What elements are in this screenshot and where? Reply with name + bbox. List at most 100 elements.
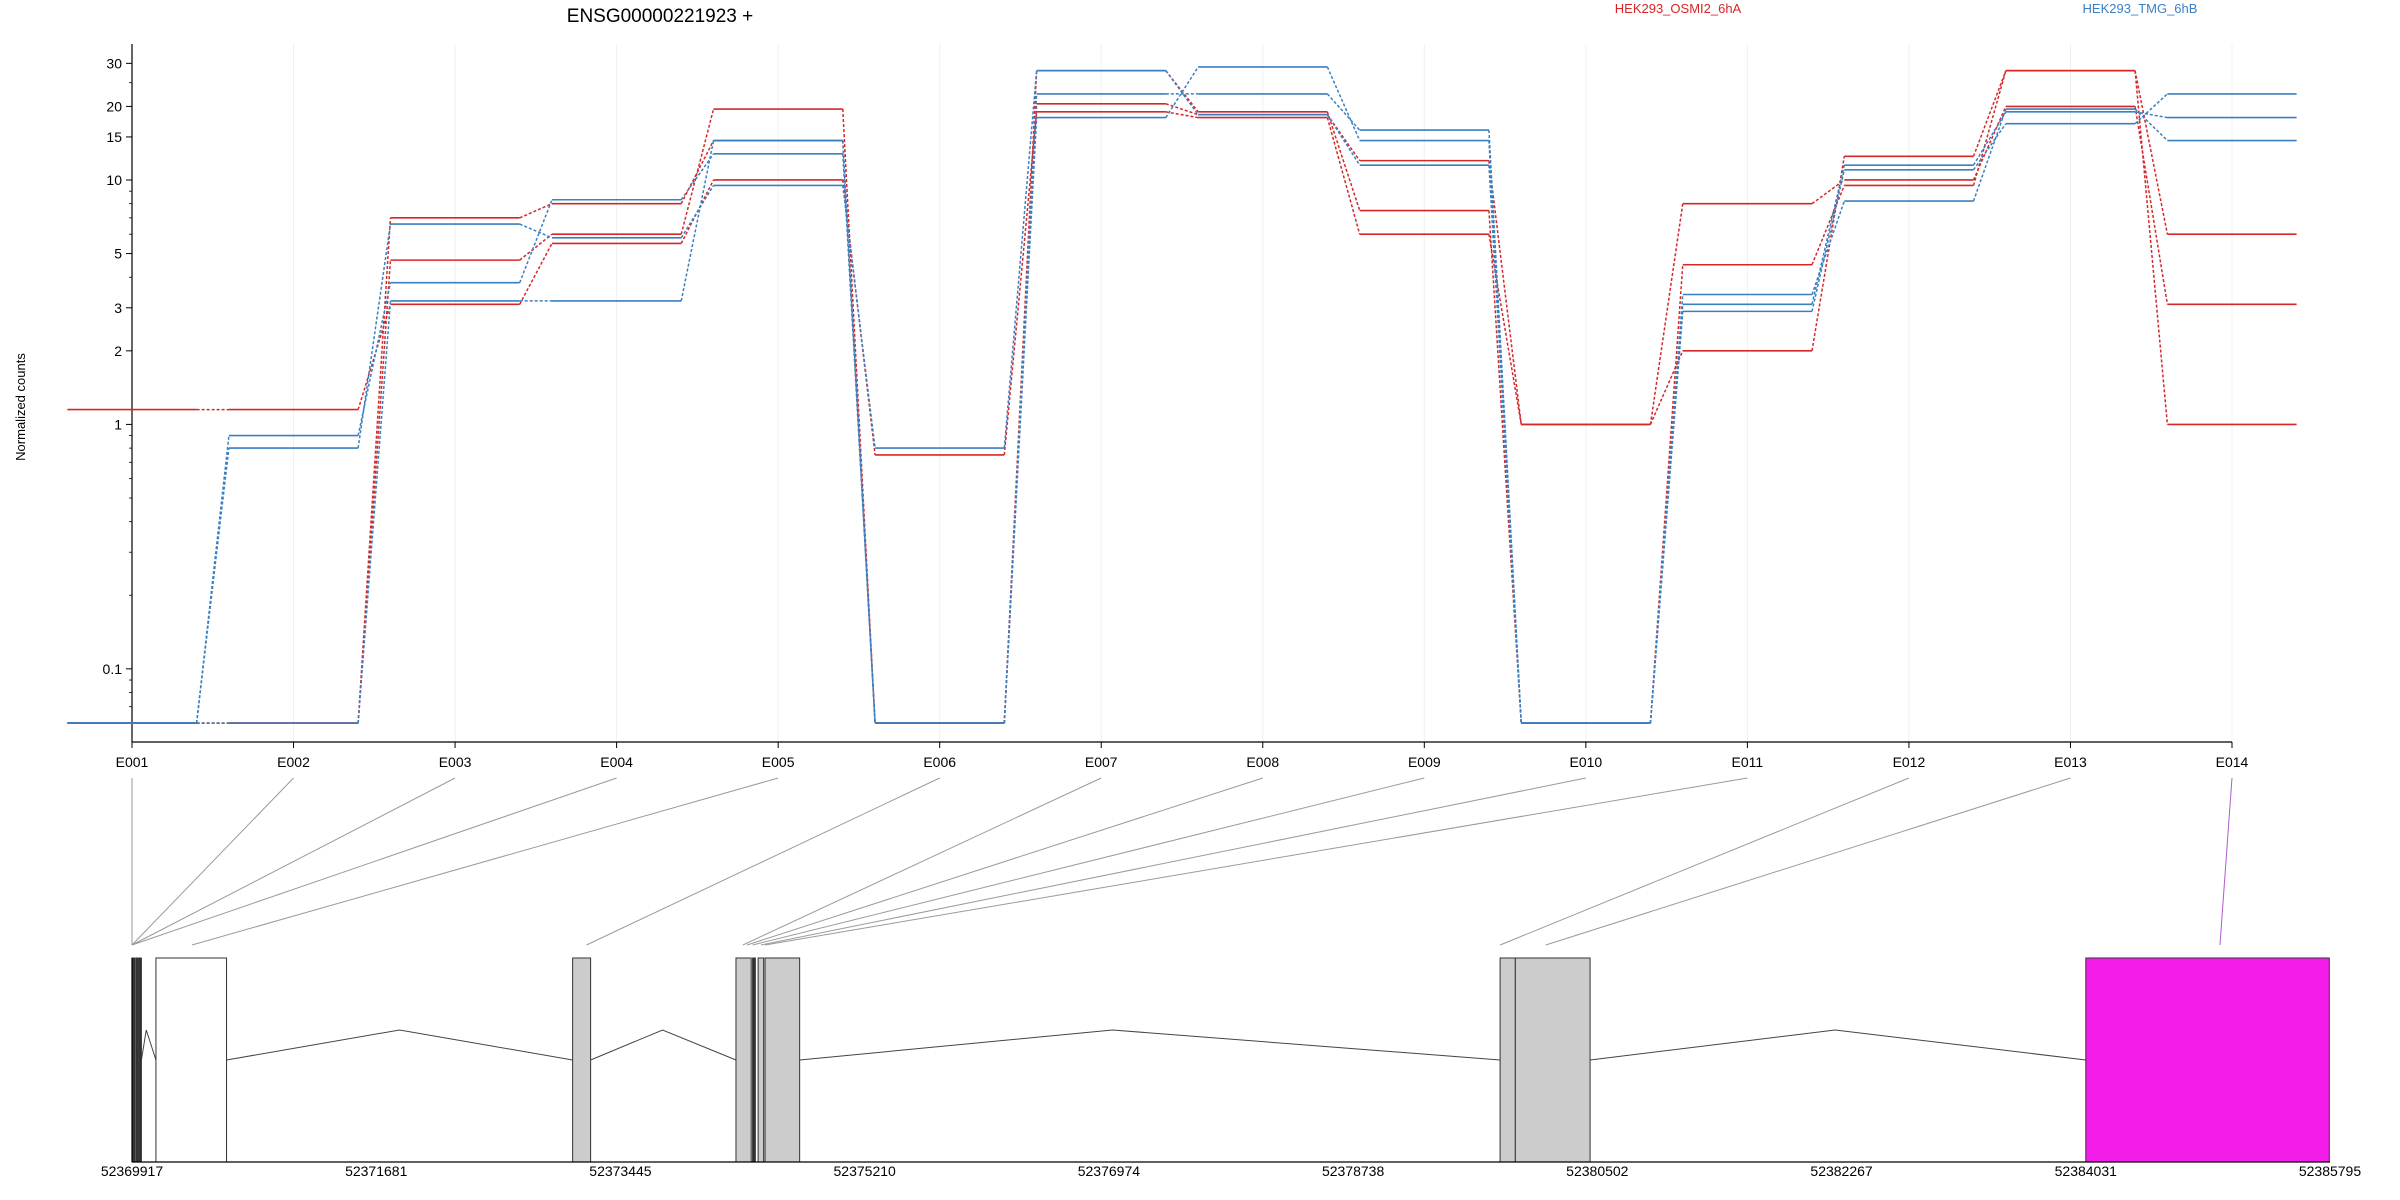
connector-E005 [191, 777, 779, 946]
series-6-transition [1488, 165, 1522, 724]
genomic-tick-label: 52384031 [2055, 1163, 2118, 1179]
y-tick-label: 3 [114, 300, 122, 316]
series-3 [67, 69, 2297, 724]
series-1-transition [1165, 111, 1199, 119]
series-1-transition [1003, 111, 1038, 456]
connector-E012 [1499, 777, 1910, 946]
x-tick-label-E002: E002 [277, 754, 310, 770]
genomic-tick-label: 52385795 [2299, 1163, 2362, 1179]
exon-3 [138, 957, 142, 1163]
series-1-transition [519, 243, 553, 305]
series-2-transition [680, 108, 715, 235]
genomic-tick-label: 52371681 [345, 1163, 408, 1179]
series-3-transition [357, 217, 392, 724]
intron-5 [1590, 1029, 2086, 1061]
chart-title: ENSG00000221923 + [567, 6, 753, 27]
series-5-transition [1972, 108, 2007, 202]
series-5-transition [357, 300, 392, 724]
series-5-transition [680, 140, 715, 302]
series-2-transition [1165, 103, 1199, 116]
y-tick-label: 1 [114, 416, 122, 432]
series-1-transition [1488, 234, 1522, 425]
series-6-transition [1165, 70, 1199, 116]
y-tick-label: 30 [106, 55, 122, 71]
exon-9 [764, 957, 801, 1163]
x-tick-label-E011: E011 [1732, 754, 1764, 770]
genomic-tick-label: 52369917 [101, 1163, 164, 1179]
connector-E013 [1545, 777, 2071, 946]
x-tick-label-E009: E009 [1408, 754, 1441, 770]
series-2-transition [1488, 160, 1522, 425]
y-tick-label: 5 [114, 246, 122, 262]
connector-E010 [760, 777, 1586, 946]
series-3-transition [2134, 70, 2169, 425]
x-tick-label-E006: E006 [923, 754, 956, 770]
exon-7 [752, 957, 756, 1163]
x-tick-label-E010: E010 [1569, 754, 1602, 770]
series-6-transition [1003, 70, 1038, 449]
gridlines [131, 44, 2233, 742]
y-tick-label: 2 [114, 343, 122, 359]
series-3-transition [519, 202, 553, 219]
series-4-transition [195, 435, 230, 724]
series-2-transition [519, 233, 553, 261]
x-tick-label-E014: E014 [2216, 754, 2249, 770]
exon-2 [135, 957, 139, 1163]
legend-label-tmg: HEK293_TMG_6hB [2083, 1, 2198, 16]
x-tick-label-E001: E001 [116, 754, 149, 770]
connector-E002 [131, 777, 294, 946]
genomic-tick-label: 52380502 [1566, 1163, 1629, 1179]
intron-4 [799, 1029, 1501, 1061]
series-4-transition [680, 153, 715, 201]
x-tick-label-E012: E012 [1893, 754, 1926, 770]
y-tick-label: 20 [106, 98, 122, 114]
genomic-tick-label: 52376974 [1078, 1163, 1141, 1179]
genomic-tick-label: 52382267 [1810, 1163, 1873, 1179]
series-1-transition [1811, 179, 1845, 205]
series-6-transition [2134, 111, 2168, 119]
connector-E009 [752, 777, 1425, 946]
series-3-transition [1972, 70, 2007, 186]
series-4-transition [357, 282, 392, 436]
series-6-transition [680, 185, 715, 239]
series-4-transition [518, 199, 553, 283]
connector-E014 [2219, 777, 2233, 946]
x-tick-label-E003: E003 [439, 754, 472, 770]
series-2-transition [1326, 114, 1361, 162]
series-4 [67, 93, 2297, 724]
series-6 [67, 69, 2297, 724]
series-4-transition [1972, 123, 2007, 171]
exon-12 [2085, 957, 2330, 1163]
series-4-transition [842, 153, 876, 724]
intron-1 [140, 1029, 157, 1061]
y-axis-label: Normalized counts [13, 353, 28, 461]
exon-11 [1514, 957, 1591, 1163]
series-6-transition [1326, 114, 1361, 166]
intron-3 [590, 1029, 737, 1061]
exon-8 [757, 957, 765, 1163]
series-1-transition [1649, 203, 1684, 425]
exon-4 [155, 957, 228, 1163]
series-2-transition [1811, 156, 1846, 351]
genomic-axis: 52369917 52371681 52373445 52375210 52376974… [101, 958, 2362, 1179]
connector-E006 [586, 777, 940, 946]
series-2-transition [1972, 70, 2007, 157]
series-6-transition [842, 185, 876, 449]
series-3-transition [1649, 264, 1684, 724]
y-tick-label: 15 [106, 129, 122, 145]
genomic-tick-label: 52373445 [589, 1163, 652, 1179]
exon-6 [735, 957, 752, 1163]
series-3-transition [680, 140, 715, 205]
x-tick-label-E004: E004 [600, 754, 633, 770]
y-tick-label: 10 [106, 172, 122, 188]
x-tick-label-E013: E013 [2054, 754, 2087, 770]
series-6-transition [1811, 164, 1846, 305]
series-3-transition [1326, 111, 1361, 211]
connector-E011 [764, 777, 1748, 946]
gene-model [131, 957, 2330, 1163]
series-4-transition [1811, 169, 1846, 312]
series-5-transition [1003, 117, 1038, 724]
series-2-transition [357, 260, 392, 724]
genomic-tick-label: 52375210 [834, 1163, 897, 1179]
